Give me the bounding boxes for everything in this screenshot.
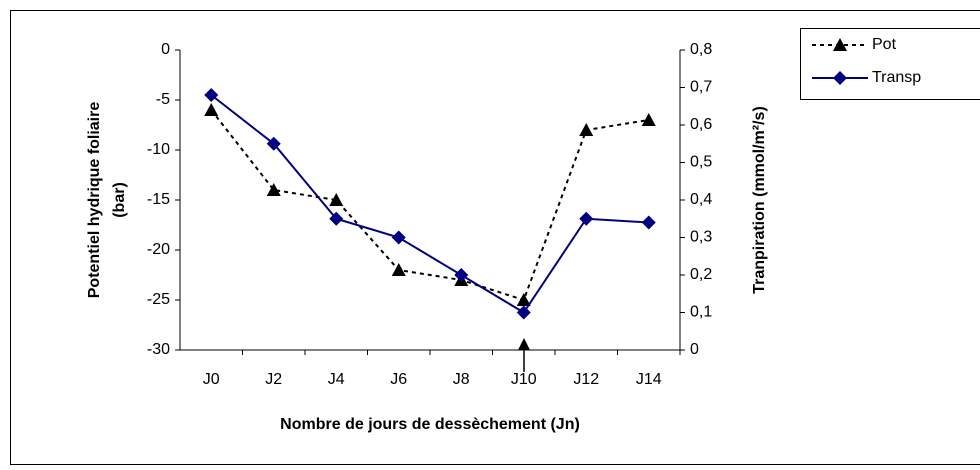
x-tick-label: J2 bbox=[265, 371, 282, 388]
triangle-marker bbox=[266, 183, 281, 196]
diamond-marker bbox=[516, 305, 531, 320]
y-tick-label: -10 bbox=[147, 141, 170, 158]
y2-tick-label: 0,6 bbox=[690, 116, 712, 133]
diamond-marker bbox=[454, 268, 469, 282]
y-tick-label: -15 bbox=[147, 191, 170, 208]
diamond-marker bbox=[579, 211, 594, 226]
y-tick-label: -30 bbox=[147, 341, 170, 358]
x-axis-title: Nombre de jours de dessèchement (Jn) bbox=[280, 416, 580, 433]
triangle-marker bbox=[204, 103, 219, 116]
triangle-marker bbox=[641, 113, 656, 126]
legend-label: Pot bbox=[872, 36, 897, 53]
x-tick-label: J14 bbox=[636, 371, 662, 388]
x-tick-label: J10 bbox=[511, 371, 537, 388]
legend-label: Transp bbox=[872, 69, 921, 86]
triangle-marker bbox=[391, 263, 406, 276]
x-tick-label: J12 bbox=[573, 371, 599, 388]
y2-tick-label: 0,7 bbox=[690, 79, 712, 96]
diamond-marker bbox=[266, 136, 281, 151]
x-tick-label: J8 bbox=[453, 371, 470, 388]
y-tick-label: -5 bbox=[156, 91, 170, 108]
y2-tick-label: 0,5 bbox=[690, 154, 712, 171]
y-axis-title: Potentiel hydrique foliaire bbox=[86, 102, 103, 299]
y2-tick-label: 0 bbox=[690, 341, 699, 358]
x-tick-label: J0 bbox=[203, 371, 220, 388]
legend-box bbox=[800, 28, 980, 100]
triangle-marker bbox=[329, 193, 344, 206]
y2-tick-label: 0,2 bbox=[690, 266, 712, 283]
series-line bbox=[210, 94, 649, 314]
arrow-head bbox=[518, 338, 530, 350]
y2-tick-label: 0,4 bbox=[690, 191, 712, 208]
y2-tick-label: 0,3 bbox=[690, 229, 712, 246]
y-tick-label: -25 bbox=[147, 291, 170, 308]
diamond-marker bbox=[833, 71, 847, 85]
y2-tick-label: 0,8 bbox=[690, 41, 712, 58]
diamond-marker bbox=[641, 215, 656, 230]
triangle-marker bbox=[579, 123, 594, 136]
y2-axis-title: Tranpiration (mmol/m²/s) bbox=[751, 106, 768, 294]
triangle-marker bbox=[516, 293, 531, 306]
x-tick-label: J6 bbox=[390, 371, 407, 388]
x-tick-label: J4 bbox=[328, 371, 345, 388]
triangle-marker bbox=[833, 38, 847, 51]
diamond-marker bbox=[391, 230, 406, 245]
y-tick-label: -20 bbox=[147, 241, 170, 258]
y-axis-title: (bar) bbox=[111, 182, 128, 218]
series-line bbox=[210, 109, 649, 302]
diamond-marker bbox=[204, 88, 219, 102]
y2-tick-label: 0,1 bbox=[690, 304, 712, 321]
diamond-marker bbox=[329, 211, 344, 226]
y-tick-label: 0 bbox=[161, 41, 170, 58]
